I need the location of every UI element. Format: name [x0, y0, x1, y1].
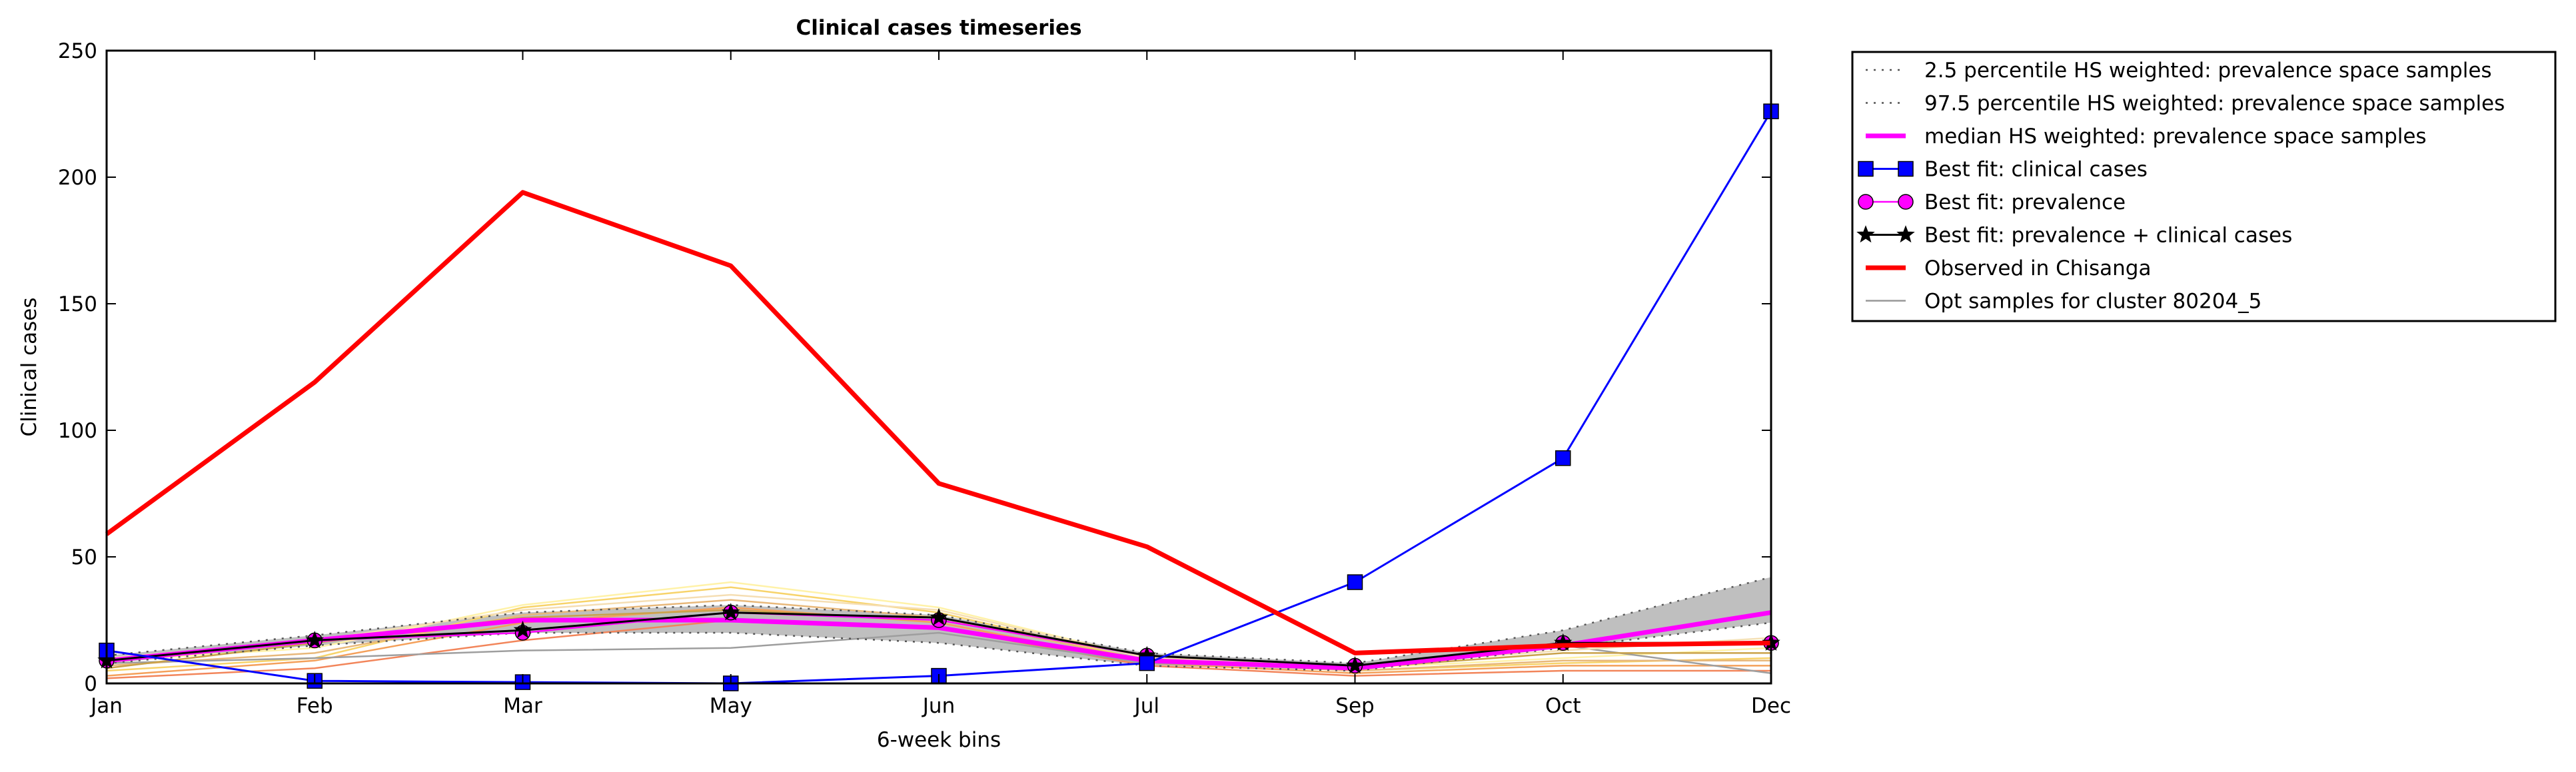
x-tick-label-feb: Feb [297, 694, 333, 718]
legend: 2.5 percentile HS weighted: prevalence s… [1851, 51, 2557, 322]
x-tick-label-mar: Mar [503, 694, 542, 718]
series-7-line [105, 190, 1772, 655]
x-tick-label-may: May [710, 694, 752, 718]
series-6-point-4 [722, 603, 740, 621]
x-tick-label-jan: Jan [89, 694, 123, 718]
legend-entries: 2.5 percentile HS weighted: prevalence s… [1856, 59, 2505, 314]
legend-entry-7-label: Observed in Chisanga [1924, 256, 2152, 280]
x-tick-label-oct: Oct [1545, 694, 1581, 718]
legend-entry-8-label: Opt samples for cluster 80204_5 [1924, 290, 2261, 314]
x-axis-ticks: Jan Feb Mar May Jun Jul Sep Oct Dec [89, 51, 1791, 718]
x-tick-label-jun: Jun [922, 694, 955, 718]
legend-entry-4-marker-end [1898, 161, 1914, 177]
series-6-point-7 [1345, 655, 1365, 674]
y-tick-label-250: 250 [58, 39, 97, 63]
series-6-point-5 [930, 607, 948, 625]
legend-entry-6-label: Best fit: prevalence + clinical cases [1924, 224, 2292, 248]
series-4-line [106, 111, 1772, 685]
legend-entry-6-marker-start [1856, 225, 1875, 243]
legend-entry-5-marker-end [1898, 194, 1914, 210]
legend-frame [1851, 51, 2557, 322]
legend-entry-1-label: 2.5 percentile HS weighted: prevalence s… [1924, 59, 2492, 83]
plot-frame [105, 49, 1772, 685]
chart-title: Clinical cases timeseries [796, 16, 1081, 40]
series-4-point-7 [1347, 574, 1363, 590]
x-tick-label-dec: Dec [1751, 694, 1791, 718]
legend-entry-5-marker-start [1858, 194, 1874, 210]
legend-entry-5-label: Best fit: prevalence [1924, 191, 2126, 214]
y-tick-label-200: 200 [58, 166, 97, 190]
x-tick-label-sep: Sep [1335, 694, 1374, 718]
legend-entry-6-marker-end [1896, 225, 1915, 243]
y-tick-label-0: 0 [84, 672, 97, 696]
series-4-point-8 [1555, 450, 1571, 466]
y-tick-label-100: 100 [58, 419, 97, 443]
legend-entry-3-label: median HS weighted: prevalence space sam… [1924, 125, 2427, 149]
y-axis-label: Clinical cases [17, 297, 41, 436]
series-4-point-6 [1139, 655, 1155, 671]
y-tick-label-50: 50 [71, 546, 97, 570]
y-axis-ticks: 0 50 100 150 200 250 [58, 39, 1771, 696]
legend-entry-4-label: Best fit: clinical cases [1924, 158, 2148, 182]
series-6-point-3 [513, 620, 532, 638]
series-6-point-2 [305, 630, 324, 649]
legend-entry-2-label: 97.5 percentile HS weighted: prevalence … [1924, 92, 2505, 116]
legend-entry-4-marker-start [1858, 161, 1874, 177]
plot-content [97, 103, 1780, 691]
x-tick-label-jul: Jul [1133, 694, 1159, 718]
x-axis-label: 6-week bins [877, 728, 1001, 752]
y-tick-label-150: 150 [58, 292, 97, 316]
